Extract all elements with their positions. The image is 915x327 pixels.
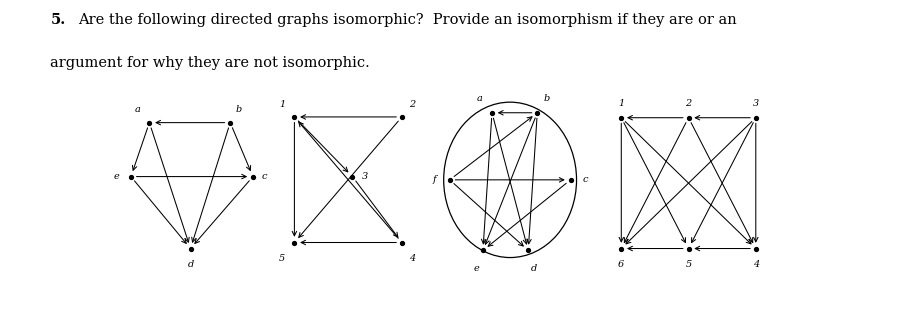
- Text: 2: 2: [685, 98, 692, 108]
- Text: 5.: 5.: [50, 13, 66, 27]
- Text: 3: 3: [753, 98, 759, 108]
- Text: c: c: [262, 172, 267, 181]
- Text: b: b: [544, 94, 550, 103]
- Text: e: e: [113, 172, 120, 181]
- Text: d: d: [531, 264, 537, 273]
- Text: f: f: [433, 175, 436, 184]
- Text: 6: 6: [619, 260, 624, 269]
- Text: e: e: [474, 264, 479, 273]
- Text: 5: 5: [685, 260, 692, 269]
- Text: 5: 5: [279, 254, 285, 263]
- Text: Are the following directed graphs isomorphic?  Provide an isomorphism if they ar: Are the following directed graphs isomor…: [78, 13, 737, 27]
- Text: 4: 4: [409, 254, 414, 263]
- Text: a: a: [135, 105, 141, 114]
- Text: d: d: [188, 260, 194, 269]
- Text: 3: 3: [361, 172, 368, 181]
- Text: 1: 1: [279, 100, 285, 109]
- Text: argument for why they are not isomorphic.: argument for why they are not isomorphic…: [50, 56, 370, 70]
- Text: 1: 1: [619, 98, 624, 108]
- Text: 2: 2: [409, 100, 414, 109]
- Text: c: c: [583, 175, 588, 184]
- Text: b: b: [235, 105, 242, 114]
- Text: 4: 4: [753, 260, 759, 269]
- Text: a: a: [477, 94, 483, 103]
